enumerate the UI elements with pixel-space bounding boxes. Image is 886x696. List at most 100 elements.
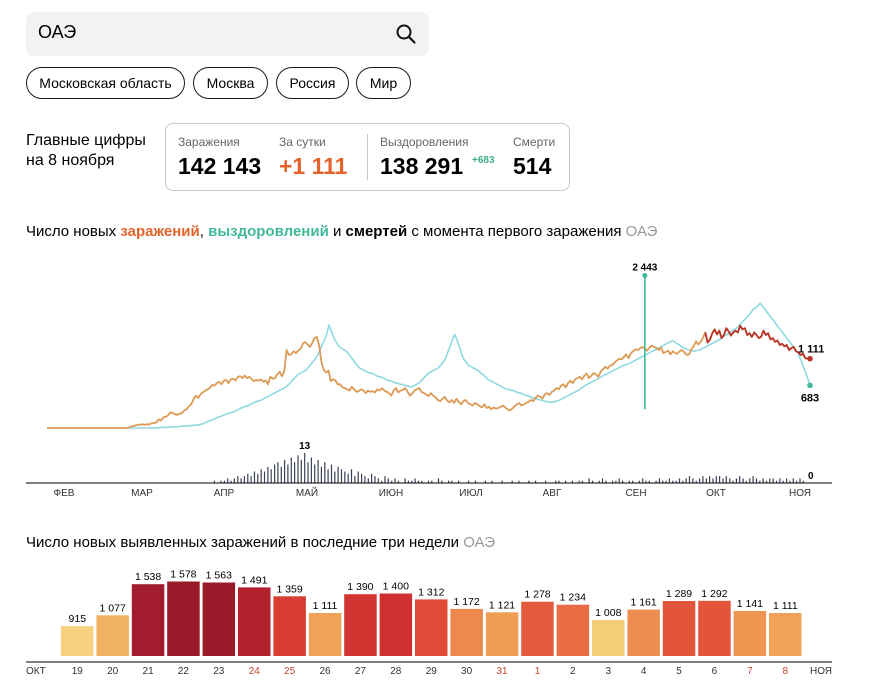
x-tick-label: 30 xyxy=(461,666,473,677)
stat-delta: +683 xyxy=(472,155,495,166)
death-bar xyxy=(665,480,667,483)
bar-28 xyxy=(379,593,413,656)
bar-29 xyxy=(415,599,448,656)
x-tick-label: 24 xyxy=(249,666,261,677)
x-tick-label: ФЕВ xyxy=(54,488,75,499)
death-bar xyxy=(729,478,731,483)
death-bar xyxy=(448,480,450,483)
bar-value-label: 1 121 xyxy=(489,599,515,611)
death-bar xyxy=(779,478,781,483)
death-bar xyxy=(775,480,778,483)
bar-value-label: 1 008 xyxy=(595,607,621,619)
bar-value-label: 1 390 xyxy=(347,581,373,593)
bar-23 xyxy=(202,582,236,656)
death-bar xyxy=(247,473,249,483)
stat-label: Выздоровления xyxy=(380,135,469,149)
death-bar xyxy=(297,455,299,483)
death-bar xyxy=(284,459,286,483)
chip-world[interactable]: Мир xyxy=(356,67,411,99)
death-bar xyxy=(545,480,547,483)
death-bar xyxy=(769,478,771,483)
death-bar xyxy=(350,469,353,483)
death-bar xyxy=(394,478,396,483)
death-bar xyxy=(692,478,694,483)
death-bar xyxy=(377,478,379,483)
x-tick-label: 27 xyxy=(355,666,367,677)
bar-chart-title: Число новых выявленных заражений в после… xyxy=(26,534,495,551)
bar-8 xyxy=(769,613,802,656)
death-bar xyxy=(324,462,326,483)
death-bar xyxy=(334,471,336,483)
summary-box: Заражения 142 143 За сутки +1 111 Выздор… xyxy=(165,123,570,191)
death-bar xyxy=(732,480,734,483)
death-bar xyxy=(535,480,537,483)
death-bar xyxy=(762,478,764,483)
bar-value-label: 1 278 xyxy=(524,589,550,601)
death-bar xyxy=(578,480,580,483)
stat-label: Заражения xyxy=(178,135,240,149)
x-tick-label: 22 xyxy=(178,666,190,677)
chip-moscow[interactable]: Москва xyxy=(193,67,268,99)
death-bar xyxy=(330,464,333,483)
death-bar xyxy=(253,471,256,483)
bar-value-label: 1 234 xyxy=(560,592,586,604)
death-bar xyxy=(391,480,393,483)
death-bar xyxy=(417,480,420,483)
x-tick-label: 8 xyxy=(783,666,789,677)
recoveries-end-label: 683 xyxy=(801,392,819,404)
bar-value-label: 1 400 xyxy=(383,581,409,593)
x-tick-label: 23 xyxy=(213,666,225,677)
bar-27 xyxy=(344,594,377,656)
bar-value-label: 1 312 xyxy=(418,586,444,598)
bar-31 xyxy=(485,612,519,656)
death-bar xyxy=(591,480,594,483)
recent-infections-line xyxy=(704,324,810,360)
bar-value-label: 1 077 xyxy=(100,602,126,614)
death-bar xyxy=(796,480,798,483)
death-bar xyxy=(468,480,470,483)
infections-line xyxy=(47,324,810,429)
death-bar xyxy=(622,480,624,483)
location-link[interactable]: ОАЭ xyxy=(463,534,495,551)
death-bar xyxy=(752,476,754,483)
x-tick-label: АПР xyxy=(214,488,235,499)
death-bar xyxy=(682,480,684,483)
death-bar xyxy=(381,480,383,483)
death-bar xyxy=(678,478,681,483)
bar-value-label: 915 xyxy=(69,613,87,625)
death-bar xyxy=(474,480,476,483)
main-chart: 2 443 1 111 683 13 0 ФЕВ МАР АПР МАЙ ИЮН ИЮЛ АВГ СЕН… xyxy=(26,263,832,499)
death-bar xyxy=(632,480,634,483)
bar-25 xyxy=(273,596,306,656)
death-bar xyxy=(320,466,322,483)
bar-value-label: 1 141 xyxy=(737,598,763,610)
peak-label: 2 443 xyxy=(632,263,657,274)
death-bar xyxy=(458,480,460,483)
death-bar xyxy=(414,478,416,483)
chip-moscow-region[interactable]: Московская область xyxy=(26,67,185,99)
death-bar xyxy=(384,476,386,483)
search-input[interactable]: ОАЭ xyxy=(38,22,77,42)
infections-end-marker xyxy=(807,355,813,362)
death-bar xyxy=(223,480,225,483)
death-bar xyxy=(675,480,677,483)
location-link[interactable]: ОАЭ xyxy=(625,223,658,240)
death-bar xyxy=(662,480,664,483)
death-bar xyxy=(749,478,751,483)
bar-value-label: 1 563 xyxy=(206,570,232,582)
search-icon[interactable] xyxy=(395,23,417,45)
death-bar xyxy=(695,480,697,483)
death-bar xyxy=(642,478,644,483)
main-chart-title: Число новых заражений, выздоровлений и с… xyxy=(26,223,658,240)
bar-value-label: 1 538 xyxy=(135,571,161,583)
death-bar xyxy=(658,478,660,483)
summary-label: Главные цифры на 8 ноября xyxy=(26,132,146,169)
death-bar xyxy=(581,480,583,483)
death-bar xyxy=(745,480,747,483)
bar-5 xyxy=(662,601,696,656)
x-tick-label: СЕН xyxy=(625,488,646,499)
x-tick-label: 1 xyxy=(535,666,541,677)
search-bar[interactable]: ОАЭ xyxy=(26,12,429,56)
chip-russia[interactable]: Россия xyxy=(276,67,349,99)
stat-value: 142 143 xyxy=(178,153,262,179)
